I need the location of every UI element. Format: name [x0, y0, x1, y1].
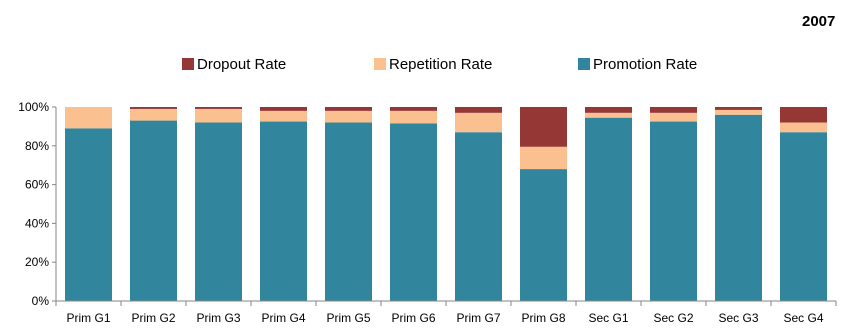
bar-dropout-rate-prim-g3	[195, 107, 242, 109]
x-tick-label: Prim G1	[66, 311, 110, 325]
bar-promotion-rate-prim-g6	[390, 123, 437, 302]
bar-stack-prim-g8	[520, 107, 567, 301]
y-tick-label: 40%	[25, 216, 49, 230]
y-tick-label: 20%	[25, 255, 49, 269]
x-tick-label: Prim G2	[131, 311, 175, 325]
bar-promotion-rate-prim-g4	[260, 121, 307, 301]
x-tick-label: Sec G3	[718, 311, 758, 325]
bar-stack-sec-g4	[780, 107, 827, 301]
bar-stack-prim-g3	[195, 107, 242, 302]
x-tick-label: Prim G5	[326, 311, 370, 325]
legend-label-promotion-rate: Promotion Rate	[593, 56, 697, 73]
bar-dropout-rate-prim-g7	[455, 107, 502, 113]
bar-dropout-rate-sec-g4	[780, 107, 827, 123]
bar-dropout-rate-sec-g2	[650, 107, 697, 113]
bar-repetition-rate-sec-g1	[585, 112, 632, 118]
y-tick-label: 60%	[25, 178, 49, 192]
bar-promotion-rate-prim-g3	[195, 122, 242, 302]
x-tick-label: Prim G4	[261, 311, 305, 325]
bar-repetition-rate-prim-g4	[260, 110, 307, 122]
bar-repetition-rate-prim-g1	[65, 107, 112, 129]
x-tick-label: Sec G2	[653, 311, 693, 325]
bar-repetition-rate-sec-g2	[650, 112, 697, 122]
legend: Dropout Rate Repetition Rate Promotion Rat…	[182, 56, 697, 73]
legend-label-repetition-rate: Repetition Rate	[389, 56, 492, 73]
bar-promotion-rate-prim-g7	[455, 132, 502, 301]
x-tick-label: Prim G7	[456, 311, 500, 325]
y-axis: 0% 20% 40% 60% 80% 100%	[18, 100, 57, 308]
bar-promotion-rate-prim-g5	[325, 122, 372, 302]
bar-stack-prim-g7	[455, 107, 502, 301]
x-tick-label: Prim G3	[196, 311, 240, 325]
bar-dropout-rate-prim-g2	[130, 107, 177, 109]
bar-promotion-rate-sec-g4	[780, 132, 827, 301]
bar-repetition-rate-prim-g5	[325, 110, 372, 123]
bar-stack-sec-g2	[650, 107, 697, 301]
bar-repetition-rate-prim-g6	[390, 110, 437, 124]
bar-dropout-rate-sec-g3	[715, 107, 762, 110]
bar-stack-prim-g2	[130, 107, 177, 301]
legend-swatch-promotion-rate	[578, 58, 590, 70]
bar-stack-sec-g3	[715, 107, 762, 301]
x-axis: Prim G1 Prim G2 Prim G3 Prim G4 Prim G5 Prim …	[55, 300, 837, 325]
legend-item-promotion-rate: Promotion Rate	[578, 56, 697, 73]
y-tick-label: 0%	[32, 294, 50, 308]
bar-repetition-rate-sec-g3	[715, 109, 762, 115]
bar-promotion-rate-sec-g3	[715, 114, 762, 301]
bar-dropout-rate-prim-g5	[325, 107, 372, 111]
bar-repetition-rate-prim-g3	[195, 108, 242, 123]
bar-stack-sec-g1	[585, 107, 632, 301]
bar-stack-prim-g4	[260, 107, 307, 301]
bars	[65, 107, 827, 302]
x-tick-label: Prim G6	[391, 311, 435, 325]
legend-swatch-repetition-rate	[374, 58, 386, 70]
y-tick-label: 100%	[18, 100, 49, 114]
x-tick-label: Sec G1	[588, 311, 628, 325]
legend-label-dropout-rate: Dropout Rate	[197, 56, 286, 73]
bar-dropout-rate-prim-g4	[260, 107, 307, 111]
bar-repetition-rate-sec-g4	[780, 122, 827, 133]
bar-repetition-rate-prim-g7	[455, 112, 502, 133]
bar-dropout-rate-prim-g6	[390, 107, 437, 111]
x-tick-label: Sec G4	[783, 311, 823, 325]
legend-swatch-dropout-rate	[182, 58, 194, 70]
bar-promotion-rate-prim-g2	[130, 120, 177, 301]
x-tick-label: Prim G8	[521, 311, 565, 325]
chart-title: 2007	[802, 13, 835, 30]
bar-dropout-rate-prim-g8	[520, 107, 567, 147]
bar-promotion-rate-prim-g8	[520, 169, 567, 301]
bar-repetition-rate-prim-g2	[130, 108, 177, 121]
legend-item-dropout-rate: Dropout Rate	[182, 56, 286, 73]
bar-promotion-rate-sec-g2	[650, 121, 697, 301]
bar-stack-prim-g5	[325, 107, 372, 302]
bar-repetition-rate-prim-g8	[520, 146, 567, 170]
legend-item-repetition-rate: Repetition Rate	[374, 56, 492, 73]
y-tick-label: 80%	[25, 139, 49, 153]
bar-stack-prim-g6	[390, 107, 437, 302]
bar-stack-prim-g1	[65, 107, 112, 301]
bar-promotion-rate-prim-g1	[65, 128, 112, 301]
bar-promotion-rate-sec-g1	[585, 117, 632, 301]
bar-dropout-rate-sec-g1	[585, 107, 632, 113]
